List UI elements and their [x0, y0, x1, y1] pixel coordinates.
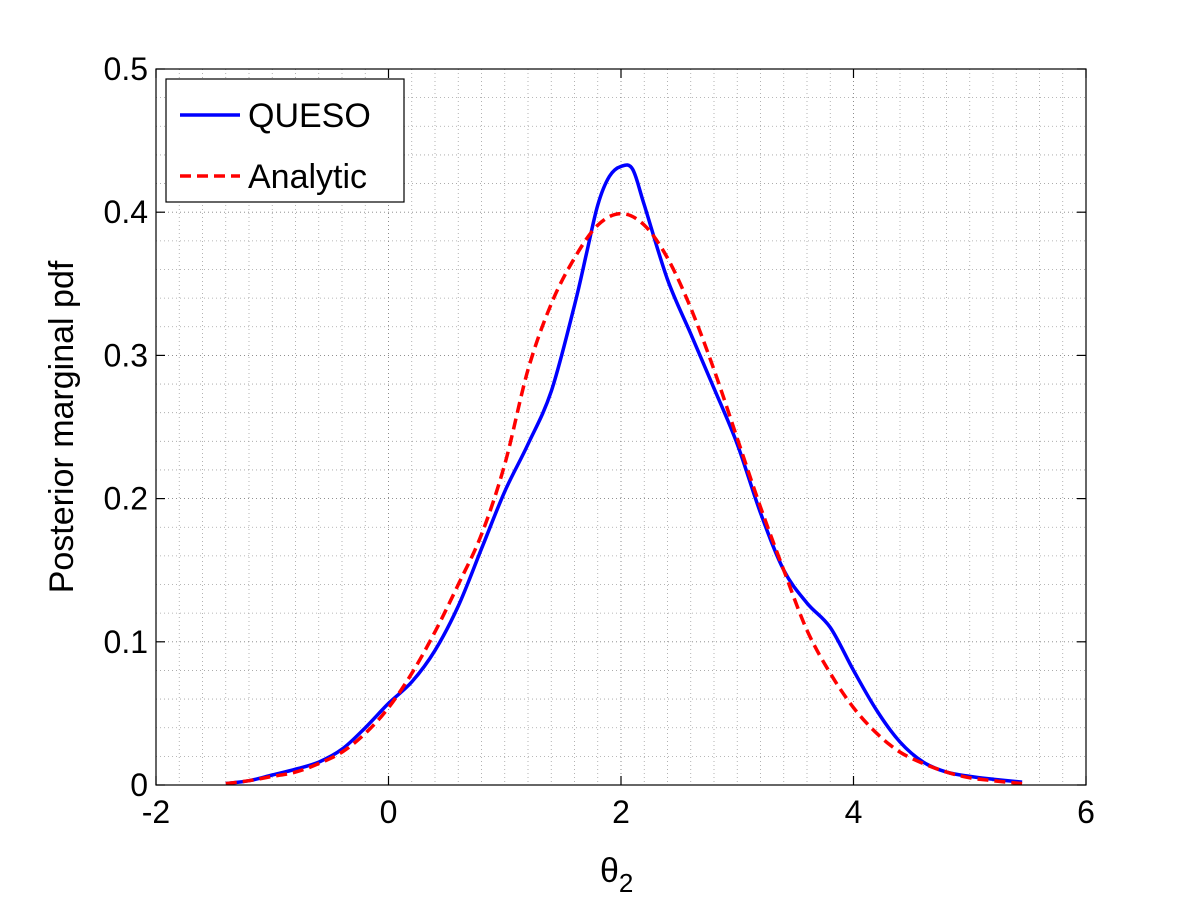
y-tick-label: 0.1: [104, 624, 148, 660]
y-tick-label: 0.3: [104, 337, 148, 373]
legend: QUESO Analytic: [165, 78, 405, 203]
axis-ticks: [155, 68, 1087, 786]
legend-box: [165, 78, 405, 203]
y-tick-label: 0: [130, 767, 148, 803]
y-tick-label: 0.2: [104, 481, 148, 517]
x-tick-label: 2: [612, 794, 630, 830]
legend-label-analytic: Analytic: [248, 158, 367, 196]
legend-label-queso: QUESO: [248, 97, 371, 135]
x-tick-label: 4: [845, 794, 863, 830]
x-tick-label: 0: [380, 794, 398, 830]
series-line-analytic: [225, 211, 1023, 786]
x-tick-label: 6: [1077, 794, 1095, 830]
y-tick-label: 0.4: [104, 194, 148, 230]
y-tick-label: 0.5: [104, 51, 148, 87]
y-axis-label: Posterior marginal pdf: [43, 260, 81, 593]
x-axis-label-main: θ: [600, 852, 619, 890]
tick-labels: -2 0 2 4 600.10.20.30.40.5: [104, 51, 1095, 830]
x-tick-label: -2: [142, 794, 170, 830]
x-axis-label: θ2: [600, 852, 633, 898]
x-axis-label-subscript: 2: [619, 868, 633, 898]
series-line-queso: [225, 163, 1023, 786]
series-layer: [225, 163, 1023, 786]
